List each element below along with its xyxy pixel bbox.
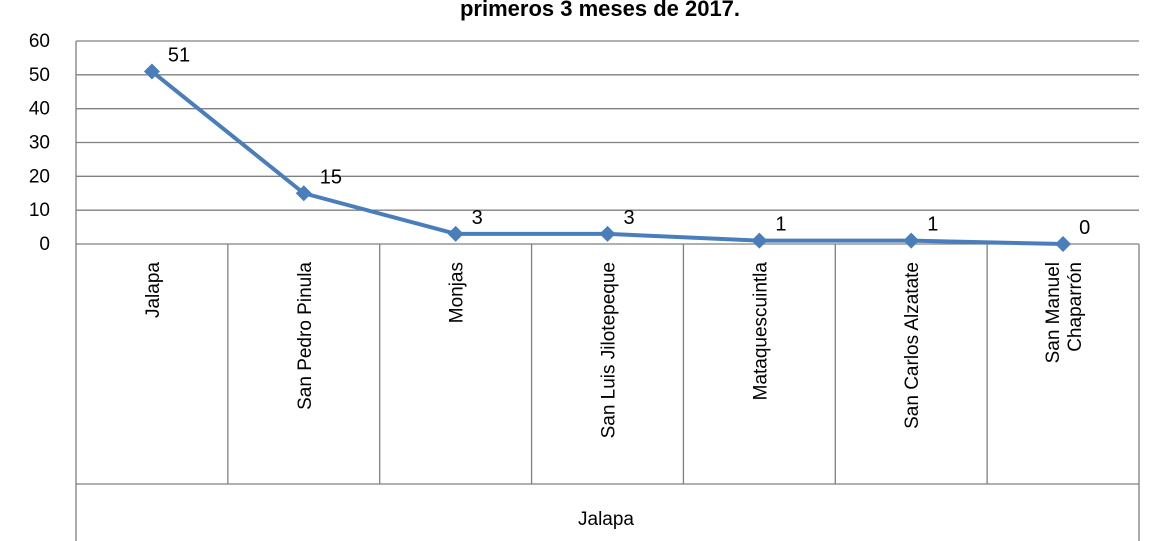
data-point-marker <box>143 63 160 80</box>
x-category-label: Jalapa <box>143 262 164 318</box>
x-category-label: Mataquescuintla <box>750 262 771 401</box>
data-label: 1 <box>927 214 938 236</box>
y-axis-ticks: 0 10 20 30 40 50 60 <box>29 31 50 255</box>
x-category-label: San Carlos Alzatate <box>902 262 923 429</box>
data-label: 1 <box>775 214 786 236</box>
series-layer <box>143 63 1072 252</box>
gridlines <box>76 40 1139 245</box>
data-point-marker <box>903 232 920 249</box>
data-label: 3 <box>624 207 635 229</box>
x-category-label: Monjas <box>447 262 468 323</box>
data-label: 15 <box>320 166 342 188</box>
y-tick-label: 50 <box>29 65 50 86</box>
x-category-label: San Manuel <box>1043 262 1064 363</box>
data-point-marker <box>447 225 464 242</box>
x-axis-categories: Jalapa San Pedro Pinula Monjas San Luis Jil… <box>143 262 1086 439</box>
data-label: 51 <box>168 44 190 66</box>
x-category-label: Chaparrón <box>1065 262 1086 352</box>
data-label: 0 <box>1079 217 1090 239</box>
data-label: 3 <box>472 207 483 229</box>
chart-title: primeros 3 meses de 2017. <box>460 0 740 21</box>
y-tick-label: 30 <box>29 133 50 154</box>
axes <box>75 41 1140 541</box>
y-tick-label: 60 <box>29 31 50 52</box>
y-tick-label: 20 <box>29 166 50 187</box>
x-axis-group-label: Jalapa <box>578 509 634 530</box>
data-point-marker <box>751 232 768 249</box>
y-tick-label: 0 <box>39 234 50 255</box>
x-category-label: San Luis Jilotepeque <box>599 262 620 438</box>
y-tick-label: 40 <box>29 99 50 120</box>
x-category-label: San Pedro Pinula <box>295 262 316 410</box>
y-tick-label: 10 <box>29 200 50 221</box>
data-point-marker <box>295 185 312 202</box>
data-point-marker <box>1055 236 1072 252</box>
data-point-marker <box>599 225 616 242</box>
data-labels: 51 15 3 3 1 1 0 <box>168 44 1090 239</box>
